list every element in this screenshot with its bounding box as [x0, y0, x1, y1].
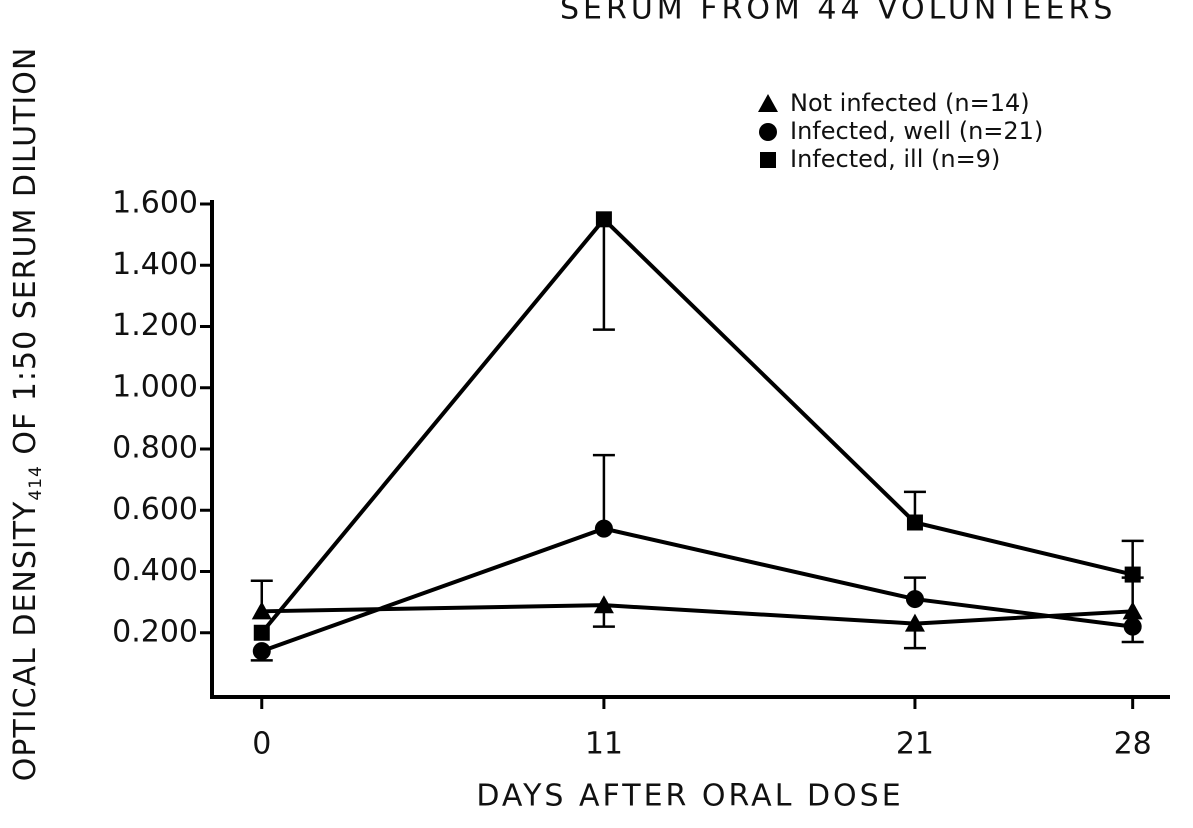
x-tick-label: 28 — [1114, 727, 1152, 762]
data-point — [905, 590, 924, 609]
y-axis-label: OPTICAL DENSITY414 OF 1:50 SERUM DILUTIO… — [8, 47, 47, 782]
x-tick-label: 11 — [585, 727, 623, 762]
chart-title: SERUM FROM 44 VOLUNTEERS — [560, 0, 1116, 27]
legend-marker — [758, 94, 778, 112]
legend-marker — [759, 123, 777, 141]
data-point — [251, 601, 272, 620]
y-tick-label: 0.800 — [112, 431, 198, 466]
y-label-rest: OF 1:50 SERUM DILUTION — [8, 47, 43, 465]
y-label-sub: 414 — [26, 465, 46, 500]
data-point — [906, 514, 923, 531]
data-point — [253, 624, 270, 641]
y-tick-label: 1.400 — [112, 247, 198, 282]
y-tick-label: 0.400 — [112, 553, 198, 588]
series-line — [261, 526, 1133, 654]
legend-label: Infected, well (n=21) — [790, 117, 1043, 145]
data-point — [252, 642, 271, 661]
legend-label: Not infected (n=14) — [790, 89, 1030, 117]
data-point — [904, 613, 925, 632]
data-point — [595, 211, 612, 228]
series-line — [260, 216, 1134, 635]
y-tick-label: 0.200 — [112, 614, 198, 649]
legend-marker — [760, 152, 776, 168]
y-tick-label: 1.600 — [112, 186, 198, 221]
y-tick-label: 0.600 — [112, 492, 198, 527]
x-tick-label: 21 — [896, 727, 934, 762]
legend-label: Infected, ill (n=9) — [790, 145, 1000, 173]
y-tick-label: 1.000 — [112, 369, 198, 404]
x-axis-label: DAYS AFTER ORAL DOSE — [476, 779, 903, 814]
data-point — [1122, 601, 1143, 620]
data-point — [594, 519, 613, 538]
data-point — [1124, 566, 1141, 583]
series-line — [261, 603, 1133, 626]
x-tick-label: 0 — [252, 727, 271, 762]
data-point — [1123, 617, 1142, 636]
y-label-main: OPTICAL DENSITY — [8, 501, 43, 782]
data-point — [593, 595, 614, 614]
y-tick-label: 1.200 — [112, 308, 198, 343]
